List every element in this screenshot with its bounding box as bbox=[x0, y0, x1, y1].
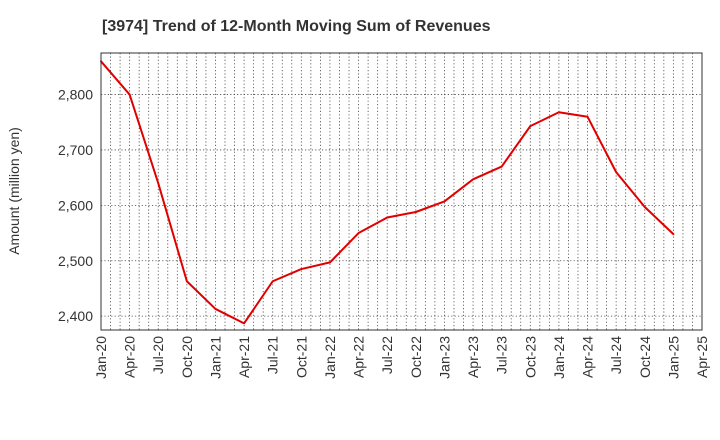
grid-layer bbox=[101, 53, 702, 330]
x-tick-label: Oct-21 bbox=[293, 336, 309, 378]
series-line bbox=[100, 60, 675, 325]
x-tick-label: Jan-20 bbox=[93, 336, 109, 379]
x-tick-label: Jul-23 bbox=[494, 336, 510, 374]
y-tick-label: 2,500 bbox=[58, 253, 93, 269]
x-tick-label: Apr-24 bbox=[580, 336, 596, 378]
series-layer bbox=[100, 60, 675, 325]
x-tick-label: Oct-20 bbox=[179, 336, 195, 378]
y-axis-label: Amount (million yen) bbox=[6, 127, 22, 255]
x-tick-label: Jul-22 bbox=[379, 336, 395, 374]
x-tick-label: Apr-22 bbox=[351, 336, 367, 378]
tick-layer: 2,400 2,500 2,600 2,700 2,800 Jan-20 Apr-20 Jul… bbox=[58, 87, 710, 379]
y-tick-label: 2,800 bbox=[58, 87, 93, 103]
x-tick-label: Oct-24 bbox=[637, 336, 653, 378]
x-tick-label: Jan-23 bbox=[436, 336, 452, 379]
x-tick-label: Apr-23 bbox=[465, 336, 481, 378]
chart-title: [3974] Trend of 12-Month Moving Sum of R… bbox=[102, 18, 491, 35]
y-tick-label: 2,700 bbox=[58, 142, 93, 158]
y-tick-label: 2,600 bbox=[58, 197, 93, 213]
x-tick-label: Jul-24 bbox=[608, 336, 624, 374]
x-tick-label: Jul-21 bbox=[265, 336, 281, 374]
x-tick-label: Jan-21 bbox=[207, 336, 223, 379]
x-tick-label: Oct-23 bbox=[522, 336, 538, 378]
x-tick-label: Apr-20 bbox=[122, 336, 138, 378]
y-tick-label: 2,400 bbox=[58, 308, 93, 324]
x-tick-label: Jan-22 bbox=[322, 336, 338, 379]
x-tick-label: Apr-21 bbox=[236, 336, 252, 378]
x-tick-label: Apr-25 bbox=[694, 336, 710, 378]
x-tick-label: Jan-25 bbox=[665, 336, 681, 379]
x-tick-label: Jul-20 bbox=[150, 336, 166, 374]
x-tick-label: Oct-22 bbox=[408, 336, 424, 378]
x-tick-label: Jan-24 bbox=[551, 336, 567, 379]
plot-frame bbox=[100, 52, 703, 331]
